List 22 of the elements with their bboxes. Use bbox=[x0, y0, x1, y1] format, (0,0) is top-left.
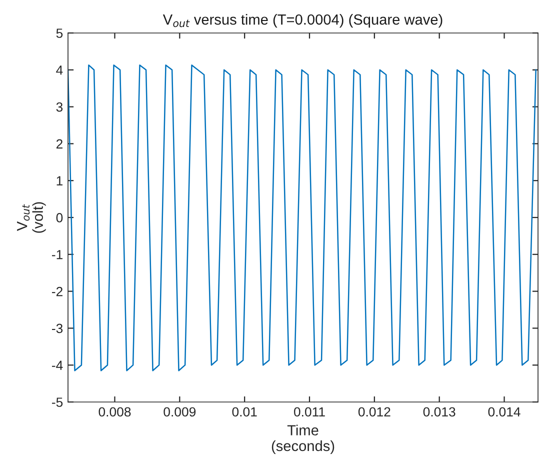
x-tick-label: 0.014 bbox=[488, 407, 520, 417]
x-tick-label: 0.013 bbox=[423, 407, 456, 417]
y-tick-label: 5 bbox=[56, 28, 63, 38]
y-tick-label: 3 bbox=[56, 102, 63, 112]
chart-title: V$_{out}$ versus time (T=0.0004) (Square wave) bbox=[162, 14, 442, 28]
y-tick-label: 0 bbox=[56, 213, 63, 222]
x-tick-label: 0.01 bbox=[232, 407, 257, 417]
y-tick-label: -4 bbox=[52, 360, 63, 370]
x-axis-title: Time (seconds) bbox=[272, 424, 334, 454]
x-tick-label: 0.008 bbox=[98, 407, 131, 417]
y-tick-label: 1 bbox=[56, 176, 62, 186]
y-axis-title: V$_{out}$ (volt) bbox=[17, 202, 46, 233]
y-tick-label: 2 bbox=[56, 139, 62, 148]
y-tick-label: -5 bbox=[52, 398, 63, 407]
y-tick-label: -2 bbox=[52, 286, 62, 296]
y-tick-label: -1 bbox=[52, 250, 62, 260]
x-tick-label: 0.012 bbox=[358, 407, 390, 417]
x-tick-label: 0.011 bbox=[294, 407, 325, 417]
y-tick-label: 4 bbox=[56, 66, 63, 75]
x-tick-label: 0.009 bbox=[164, 407, 196, 417]
line-series bbox=[68, 64, 536, 372]
y-tick-label: -3 bbox=[52, 324, 63, 334]
